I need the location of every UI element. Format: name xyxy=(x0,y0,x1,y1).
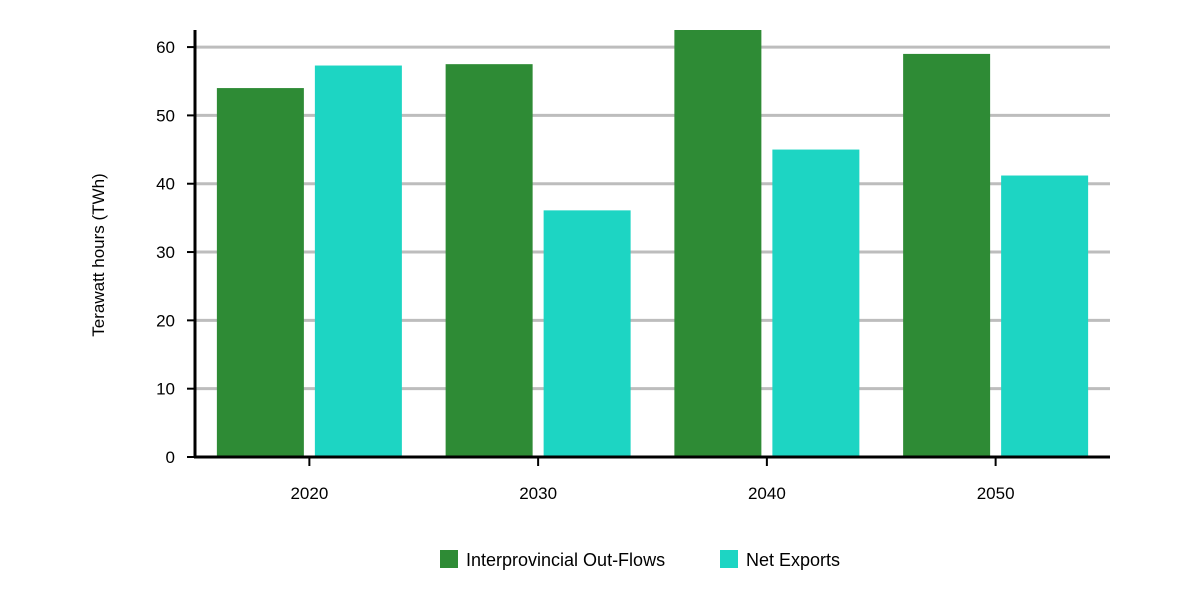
legend: Interprovincial Out-Flows Net Exports xyxy=(440,550,840,570)
bar xyxy=(772,149,860,457)
bars xyxy=(216,30,1089,458)
y-tick-label: 0 xyxy=(166,448,175,467)
bar xyxy=(543,210,631,457)
bar xyxy=(314,65,402,457)
y-tick-label: 10 xyxy=(156,380,175,399)
x-tick-label: 2030 xyxy=(519,484,557,503)
bar xyxy=(1001,175,1089,457)
y-tick-label: 50 xyxy=(156,106,175,125)
x-tick-label: 2050 xyxy=(977,484,1015,503)
legend-label: Interprovincial Out-Flows xyxy=(466,550,665,570)
bar xyxy=(445,64,533,457)
x-tick-label: 2040 xyxy=(748,484,786,503)
y-tick-label: 40 xyxy=(156,175,175,194)
y-tick-label: 20 xyxy=(156,311,175,330)
bar xyxy=(216,88,304,458)
legend-swatch xyxy=(440,550,458,568)
bar xyxy=(903,53,991,458)
axes xyxy=(187,30,1110,466)
y-tick-label: 30 xyxy=(156,243,175,262)
y-axis-title: Terawatt hours (TWh) xyxy=(89,173,108,336)
bar xyxy=(674,30,762,457)
x-tick-label: 2020 xyxy=(290,484,328,503)
legend-swatch xyxy=(720,550,738,568)
y-tick-label: 60 xyxy=(156,38,175,57)
legend-label: Net Exports xyxy=(746,550,840,570)
